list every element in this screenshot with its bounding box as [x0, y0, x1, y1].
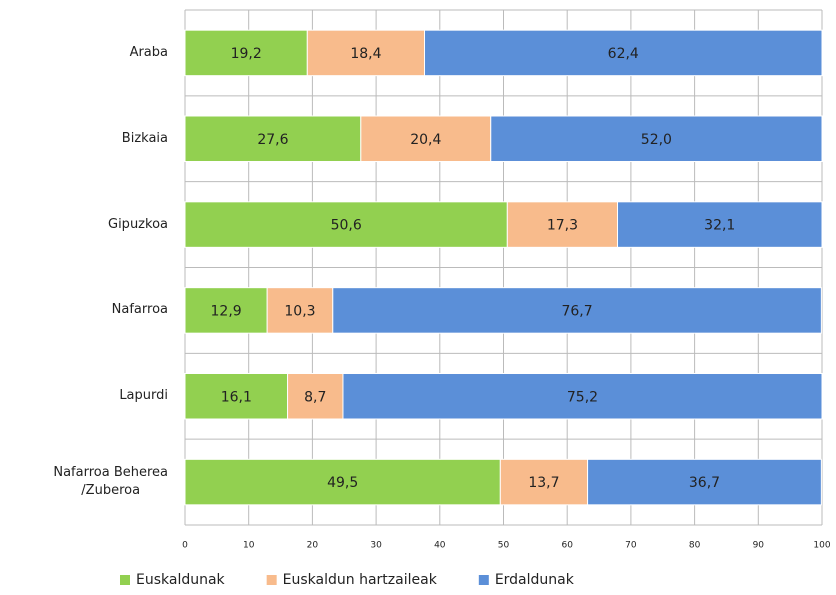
x-tick-label: 10: [243, 541, 255, 551]
x-tick-label: 90: [753, 541, 765, 551]
legend-swatch: [478, 575, 489, 585]
bar-segment: [587, 458, 822, 506]
data-label: 20,4: [410, 132, 441, 148]
data-label: 49,5: [327, 475, 358, 491]
data-label: 18,4: [350, 46, 381, 62]
data-label: 17,3: [547, 218, 578, 234]
legend-swatch: [266, 575, 277, 585]
x-tick-label: 0: [182, 541, 188, 551]
bar-segment: [424, 29, 823, 77]
data-label: 52,0: [641, 132, 672, 148]
y-tick-label: Araba: [129, 44, 168, 60]
x-tick-label: 70: [625, 541, 637, 551]
y-tick-label: Bizkaia: [121, 130, 168, 146]
y-tick-label: Nafarroa: [111, 302, 168, 318]
data-label: 10,3: [284, 303, 315, 319]
bar-segment: [184, 287, 268, 334]
data-label: 12,9: [211, 303, 242, 319]
data-label: 36,7: [689, 475, 720, 491]
data-label: 27,6: [257, 132, 288, 148]
legend-label: Erdaldunak: [495, 572, 575, 588]
legend-swatch: [120, 575, 130, 585]
bar-segment: [617, 201, 823, 248]
data-label: 19,2: [231, 46, 262, 62]
x-tick-label: 30: [370, 541, 382, 551]
bar-segment: [506, 201, 619, 248]
legend-label: Euskaldunak: [136, 572, 226, 588]
bar-segment: [184, 115, 362, 162]
bar-segment: [306, 29, 426, 77]
y-tick-label: Gipuzkoa: [108, 216, 168, 232]
bar-segment: [184, 29, 308, 77]
bar-segment: [184, 458, 501, 506]
data-label: 50,6: [331, 218, 362, 234]
bar-segment: [499, 458, 589, 506]
bar-segment: [490, 115, 823, 162]
bar-segment: [287, 373, 344, 420]
bar-segment: [332, 287, 822, 334]
data-label: 76,7: [561, 303, 592, 319]
data-label: 32,1: [704, 218, 735, 234]
x-tick-label: 40: [434, 541, 446, 551]
x-tick-label: 60: [561, 541, 573, 551]
y-tick-label: Nafarroa Beherea /Zuberoa: [53, 465, 168, 499]
data-label: 75,2: [567, 389, 598, 405]
x-tick-label: 20: [307, 541, 319, 551]
data-label: 8,7: [304, 389, 326, 405]
x-tick-label: 80: [689, 541, 701, 551]
x-tick-label: 100: [813, 541, 830, 551]
bar-segment: [342, 373, 823, 420]
data-label: 16,1: [221, 389, 252, 405]
bar-segment: [184, 373, 289, 420]
x-tick-label: 50: [498, 541, 510, 551]
data-label: 13,7: [528, 475, 559, 491]
y-tick-label: Lapurdi: [119, 388, 168, 404]
bar-segment: [184, 201, 508, 248]
data-label: 62,4: [608, 46, 639, 62]
legend-label: Euskaldun hartzaileak: [283, 572, 438, 588]
